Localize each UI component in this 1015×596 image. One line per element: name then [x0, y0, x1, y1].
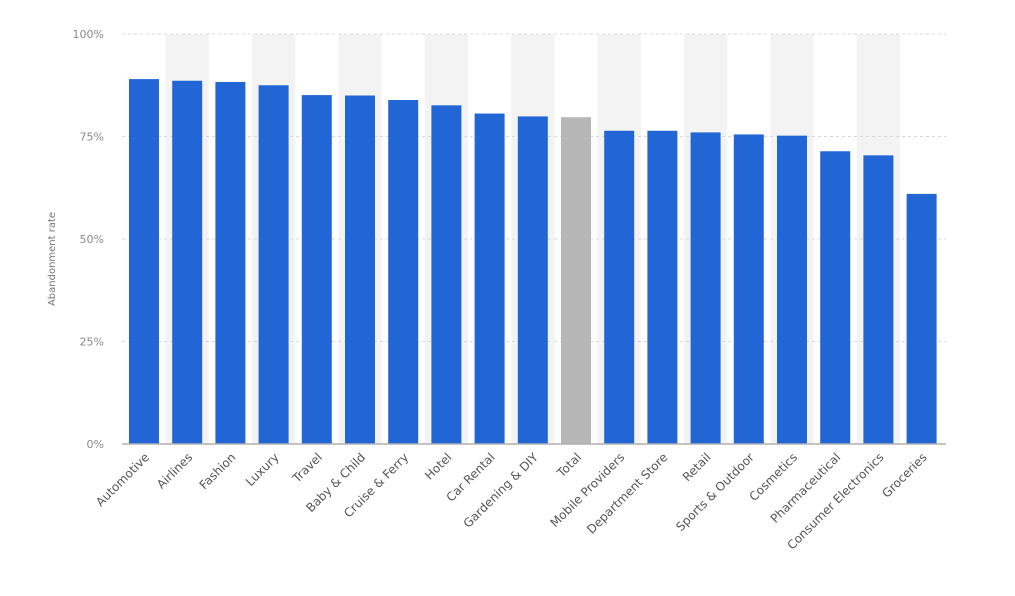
bar: [906, 193, 937, 444]
x-tick-label: Retail: [680, 450, 714, 484]
bar: [388, 100, 419, 444]
x-tick-label: Hotel: [422, 450, 454, 482]
bar: [517, 116, 548, 444]
y-tick-label: 75%: [80, 131, 104, 144]
x-tick-label: Airlines: [154, 450, 195, 491]
y-gridlines: [122, 33, 946, 342]
y-axis-title: Abandonment rate: [47, 212, 58, 306]
bar: [690, 132, 721, 444]
y-tick-label: 0%: [87, 438, 104, 451]
bar: [777, 135, 807, 444]
bar: [215, 81, 246, 444]
x-tick-label: Groceries: [879, 450, 929, 500]
bar: [129, 79, 159, 444]
bar: [172, 80, 203, 445]
bar: [820, 151, 851, 444]
bar: [647, 130, 678, 444]
x-tick-label: Luxury: [243, 450, 282, 489]
y-tick-labels: 0% 25% 50% 75% 100%: [73, 28, 104, 451]
bar: [431, 105, 462, 444]
x-tick-label: Total: [554, 450, 584, 480]
bar: [474, 113, 505, 444]
bar: [561, 117, 591, 444]
y-tick-label: 100%: [73, 28, 104, 41]
bar: [604, 130, 635, 444]
bars: [129, 79, 937, 445]
x-tick-label: Travel: [289, 450, 325, 486]
y-tick-label: 25%: [80, 336, 104, 349]
x-tick-label: Gardening & DIY: [461, 450, 542, 531]
bar: [258, 85, 289, 444]
x-tick-labels: Automotive Airlines Fashion Luxury TravelBab…: [93, 450, 930, 553]
bar: [863, 155, 894, 445]
x-tick-label: Fashion: [197, 450, 239, 492]
y-tick-label: 50%: [80, 233, 104, 246]
x-tick-label: Department Store: [584, 450, 670, 536]
bar: [301, 95, 332, 444]
x-tick-label: Automotive: [93, 450, 152, 509]
bar: [345, 95, 375, 444]
x-tick-label: Mobile Providers: [548, 450, 628, 530]
x-tick-label: Sports & Outdoor: [673, 450, 757, 534]
bar: [733, 134, 764, 444]
